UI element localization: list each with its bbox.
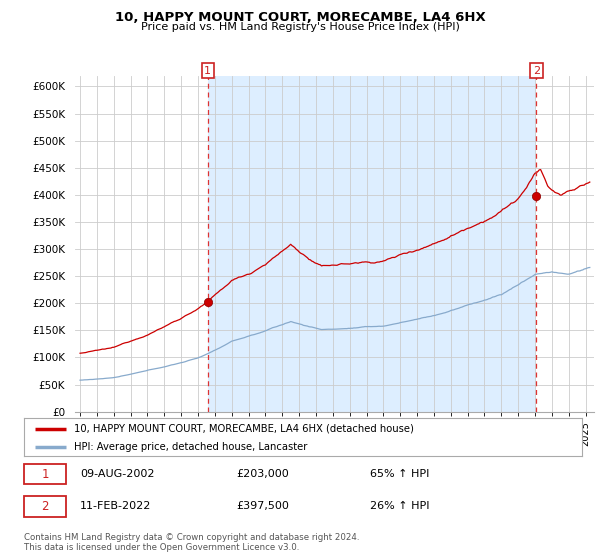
Text: 1: 1 [41,468,49,480]
Text: £397,500: £397,500 [236,501,289,511]
FancyBboxPatch shape [24,464,66,484]
Text: 2: 2 [533,66,540,76]
Text: 09-AUG-2002: 09-AUG-2002 [80,469,154,479]
Text: 1: 1 [204,66,211,76]
Text: 26% ↑ HPI: 26% ↑ HPI [370,501,430,511]
Text: Price paid vs. HM Land Registry's House Price Index (HPI): Price paid vs. HM Land Registry's House … [140,22,460,32]
Text: 2: 2 [41,500,49,513]
Text: 10, HAPPY MOUNT COURT, MORECAMBE, LA4 6HX (detached house): 10, HAPPY MOUNT COURT, MORECAMBE, LA4 6H… [74,423,414,433]
Text: Contains HM Land Registry data © Crown copyright and database right 2024.: Contains HM Land Registry data © Crown c… [24,533,359,542]
Bar [208,76,536,412]
Text: This data is licensed under the Open Government Licence v3.0.: This data is licensed under the Open Gov… [24,543,299,552]
FancyBboxPatch shape [24,496,66,516]
Text: 65% ↑ HPI: 65% ↑ HPI [370,469,430,479]
Text: £203,000: £203,000 [236,469,289,479]
Text: 11-FEB-2022: 11-FEB-2022 [80,501,151,511]
Text: 10, HAPPY MOUNT COURT, MORECAMBE, LA4 6HX: 10, HAPPY MOUNT COURT, MORECAMBE, LA4 6H… [115,11,485,24]
Text: HPI: Average price, detached house, Lancaster: HPI: Average price, detached house, Lanc… [74,442,308,452]
